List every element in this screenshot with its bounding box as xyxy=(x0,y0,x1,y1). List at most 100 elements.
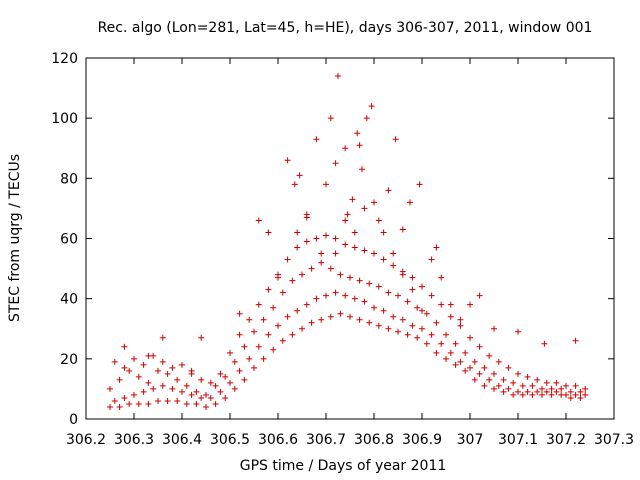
x-tick-label: 306.8 xyxy=(354,432,394,448)
data-point xyxy=(308,265,315,272)
data-point xyxy=(255,217,262,224)
data-point xyxy=(486,352,493,359)
data-point xyxy=(183,382,190,389)
data-point xyxy=(457,322,464,329)
data-point xyxy=(534,388,541,395)
data-point xyxy=(500,376,507,383)
data-point xyxy=(399,226,406,233)
data-point xyxy=(318,316,325,323)
data-point xyxy=(481,364,488,371)
data-point xyxy=(361,205,368,212)
data-point xyxy=(296,172,303,179)
data-point xyxy=(354,130,361,137)
data-point xyxy=(126,367,133,374)
data-point xyxy=(227,349,233,356)
data-point xyxy=(236,367,243,374)
data-point xyxy=(332,160,339,167)
data-point xyxy=(327,265,334,272)
data-point xyxy=(289,331,296,338)
data-point xyxy=(344,211,351,218)
data-point xyxy=(351,295,358,302)
data-point xyxy=(217,388,224,395)
data-point xyxy=(356,316,363,323)
data-point xyxy=(471,376,478,383)
data-point xyxy=(438,301,445,308)
x-axis-label: GPS time / Days of year 2011 xyxy=(240,458,447,474)
data-point xyxy=(428,292,435,299)
data-point xyxy=(332,235,339,242)
data-point xyxy=(294,229,301,236)
data-point xyxy=(159,382,166,389)
data-point xyxy=(217,370,224,377)
data-point xyxy=(539,391,545,398)
data-point xyxy=(481,382,488,389)
data-point xyxy=(443,331,449,338)
data-point xyxy=(390,262,397,269)
data-point xyxy=(332,250,339,257)
data-point xyxy=(558,385,565,392)
data-point xyxy=(553,379,560,386)
data-point xyxy=(572,337,579,344)
data-point xyxy=(539,385,545,392)
data-point xyxy=(447,313,454,320)
data-point xyxy=(433,349,440,356)
data-point xyxy=(515,388,521,395)
data-point xyxy=(491,325,497,332)
data-point xyxy=(275,274,281,281)
y-axis: 0 20 40 60 80 100 120 xyxy=(51,51,614,428)
data-point xyxy=(495,358,502,365)
data-point xyxy=(510,391,517,398)
data-point xyxy=(371,199,377,206)
data-point xyxy=(419,307,425,314)
data-point xyxy=(255,301,262,308)
data-point xyxy=(145,352,152,359)
data-point xyxy=(351,229,358,236)
data-point xyxy=(582,391,589,398)
data-point xyxy=(433,244,440,251)
data-point xyxy=(299,325,305,332)
data-point xyxy=(275,322,281,329)
data-point xyxy=(519,391,526,398)
data-point xyxy=(567,394,574,401)
data-point xyxy=(327,115,334,122)
data-point xyxy=(529,382,536,389)
data-point xyxy=(541,340,548,347)
data-point xyxy=(251,328,257,335)
data-point xyxy=(438,274,445,281)
data-point xyxy=(289,277,296,284)
data-point xyxy=(404,298,411,305)
data-point xyxy=(491,385,497,392)
data-point xyxy=(270,304,277,311)
data-point xyxy=(265,229,272,236)
data-point xyxy=(423,310,430,317)
x-tick-label: 306.9 xyxy=(402,432,442,448)
data-point xyxy=(390,313,397,320)
x-tick-label: 306.2 xyxy=(66,432,106,448)
data-point xyxy=(563,382,569,389)
data-point xyxy=(572,382,579,389)
data-point xyxy=(347,274,353,281)
data-point xyxy=(447,349,454,356)
data-point xyxy=(407,199,413,206)
data-point xyxy=(318,250,325,257)
data-point xyxy=(337,310,344,317)
data-point xyxy=(308,319,315,326)
data-point xyxy=(145,379,152,386)
data-point xyxy=(313,235,320,242)
data-point xyxy=(183,400,190,407)
data-point xyxy=(303,214,310,221)
data-point xyxy=(251,364,257,371)
y-tick-label: 60 xyxy=(60,232,78,248)
data-point xyxy=(371,304,377,311)
data-point xyxy=(462,349,469,356)
data-point xyxy=(395,292,401,299)
data-point xyxy=(423,340,430,347)
data-point xyxy=(126,400,133,407)
data-point xyxy=(207,394,214,401)
data-point xyxy=(563,391,569,398)
data-point xyxy=(548,385,555,392)
data-point xyxy=(505,364,512,371)
data-point xyxy=(349,196,356,203)
data-point xyxy=(543,388,550,395)
data-point xyxy=(443,355,449,362)
